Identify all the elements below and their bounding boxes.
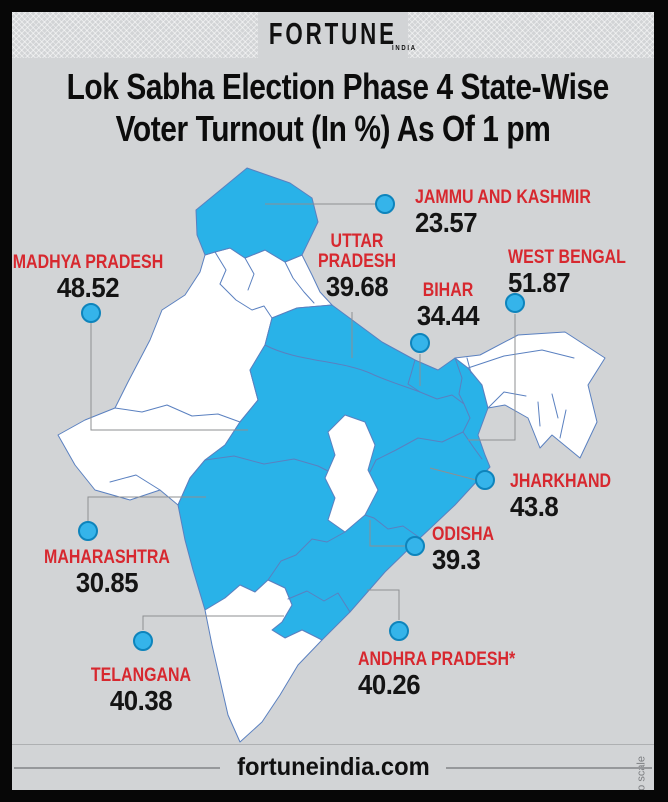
infographic-title: Lok Sabha Election Phase 4 State-Wise Vo… [12,66,654,150]
state-marker-dots [78,194,525,651]
title-line-1: Lok Sabha Election Phase 4 State-Wise [66,66,610,107]
footer-row: fortuneindia.com [12,745,654,790]
footer-site-link[interactable]: fortuneindia.com [236,753,430,781]
fortune-logo-text: FORTUNE [268,15,398,51]
marker-dot-jammu-and-kashmir [375,194,395,214]
footer-rule-left [14,766,220,769]
marker-dot-odisha [405,536,425,556]
marker-dot-telangana [133,631,153,651]
marker-dot-west-bengal [505,293,525,313]
connector-line-west-bengal [468,314,516,441]
footer-rule-right [446,766,653,769]
connector-line-madhya-pradesh [90,323,248,431]
header-hatch-band: FORTUNE INDIA [12,12,654,58]
fortune-logo: FORTUNE INDIA [258,12,415,58]
connector-line-maharashtra [87,496,206,521]
title-line-2: Voter Turnout (In %) As Of 1 pm [115,108,551,149]
state-boundary-lines [109,251,575,613]
marker-dot-andhra-pradesh [389,621,409,641]
region-south-states [204,579,323,743]
connector-line-odisha [369,520,405,547]
fortune-logo-inner: FORTUNE INDIA [244,15,422,52]
india-map [57,167,606,743]
label-connector-lines [87,203,516,630]
footer: fortuneindia.com [12,744,654,790]
marker-dot-jharkhand [475,470,495,490]
connector-line-telangana [142,615,284,630]
marker-dot-bihar [410,333,430,353]
fortune-logo-sub: INDIA [392,44,417,52]
region-northeast-states [454,331,606,459]
connector-line-andhra-pradesh [367,589,400,620]
connector-line-jharkhand [429,467,477,481]
marker-dot-maharashtra [78,521,98,541]
state-shape-jammu-and-kashmir [195,167,319,263]
marker-dot-madhya-pradesh [81,303,101,323]
poster-canvas: FORTUNE INDIA Lok Sabha Election Phase 4… [12,12,654,790]
